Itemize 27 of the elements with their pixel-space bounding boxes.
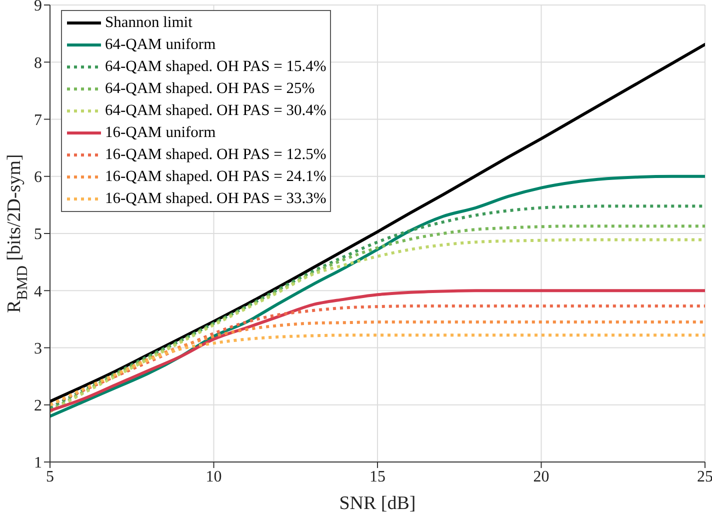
legend-label: 64-QAM shaped. OH PAS = 25% [105,79,315,99]
y-tick-label: 3 [34,340,42,358]
y-tick-label: 7 [34,112,42,129]
line-series [50,334,705,406]
y-tick-label: 8 [34,54,42,72]
legend-label: 16-QAM shaped. OH PAS = 12.5% [105,145,326,165]
x-tick-label: 10 [206,468,222,486]
legend-label: 16-QAM uniform [105,123,216,143]
legend-label: 16-QAM shaped. OH PAS = 33.3% [105,189,326,209]
x-axis-title: SNR [dB] [339,493,416,514]
y-tick-label: 5 [34,226,42,244]
line-series [50,304,705,406]
line-series [50,289,705,412]
legend-label: 64-QAM uniform [105,35,216,55]
y-tick-label: 4 [34,283,42,300]
legend-label: 64-QAM shaped. OH PAS = 30.4% [105,101,326,121]
legend-label: 64-QAM shaped. OH PAS = 15.4% [105,57,326,77]
y-tick-label: 6 [34,169,42,186]
y-tick-label: 1 [34,454,42,472]
x-tick-label: 15 [370,468,386,486]
x-tick-label: 20 [533,468,550,486]
y-tick-label: 9 [34,0,42,15]
x-tick-label: 25 [697,468,712,486]
legend-label: 16-QAM shaped. OH PAS = 24.1% [105,167,326,187]
x-tick-label: 5 [46,468,54,486]
y-tick-label: 2 [34,398,42,415]
legend-label: Shannon limit [105,13,192,33]
